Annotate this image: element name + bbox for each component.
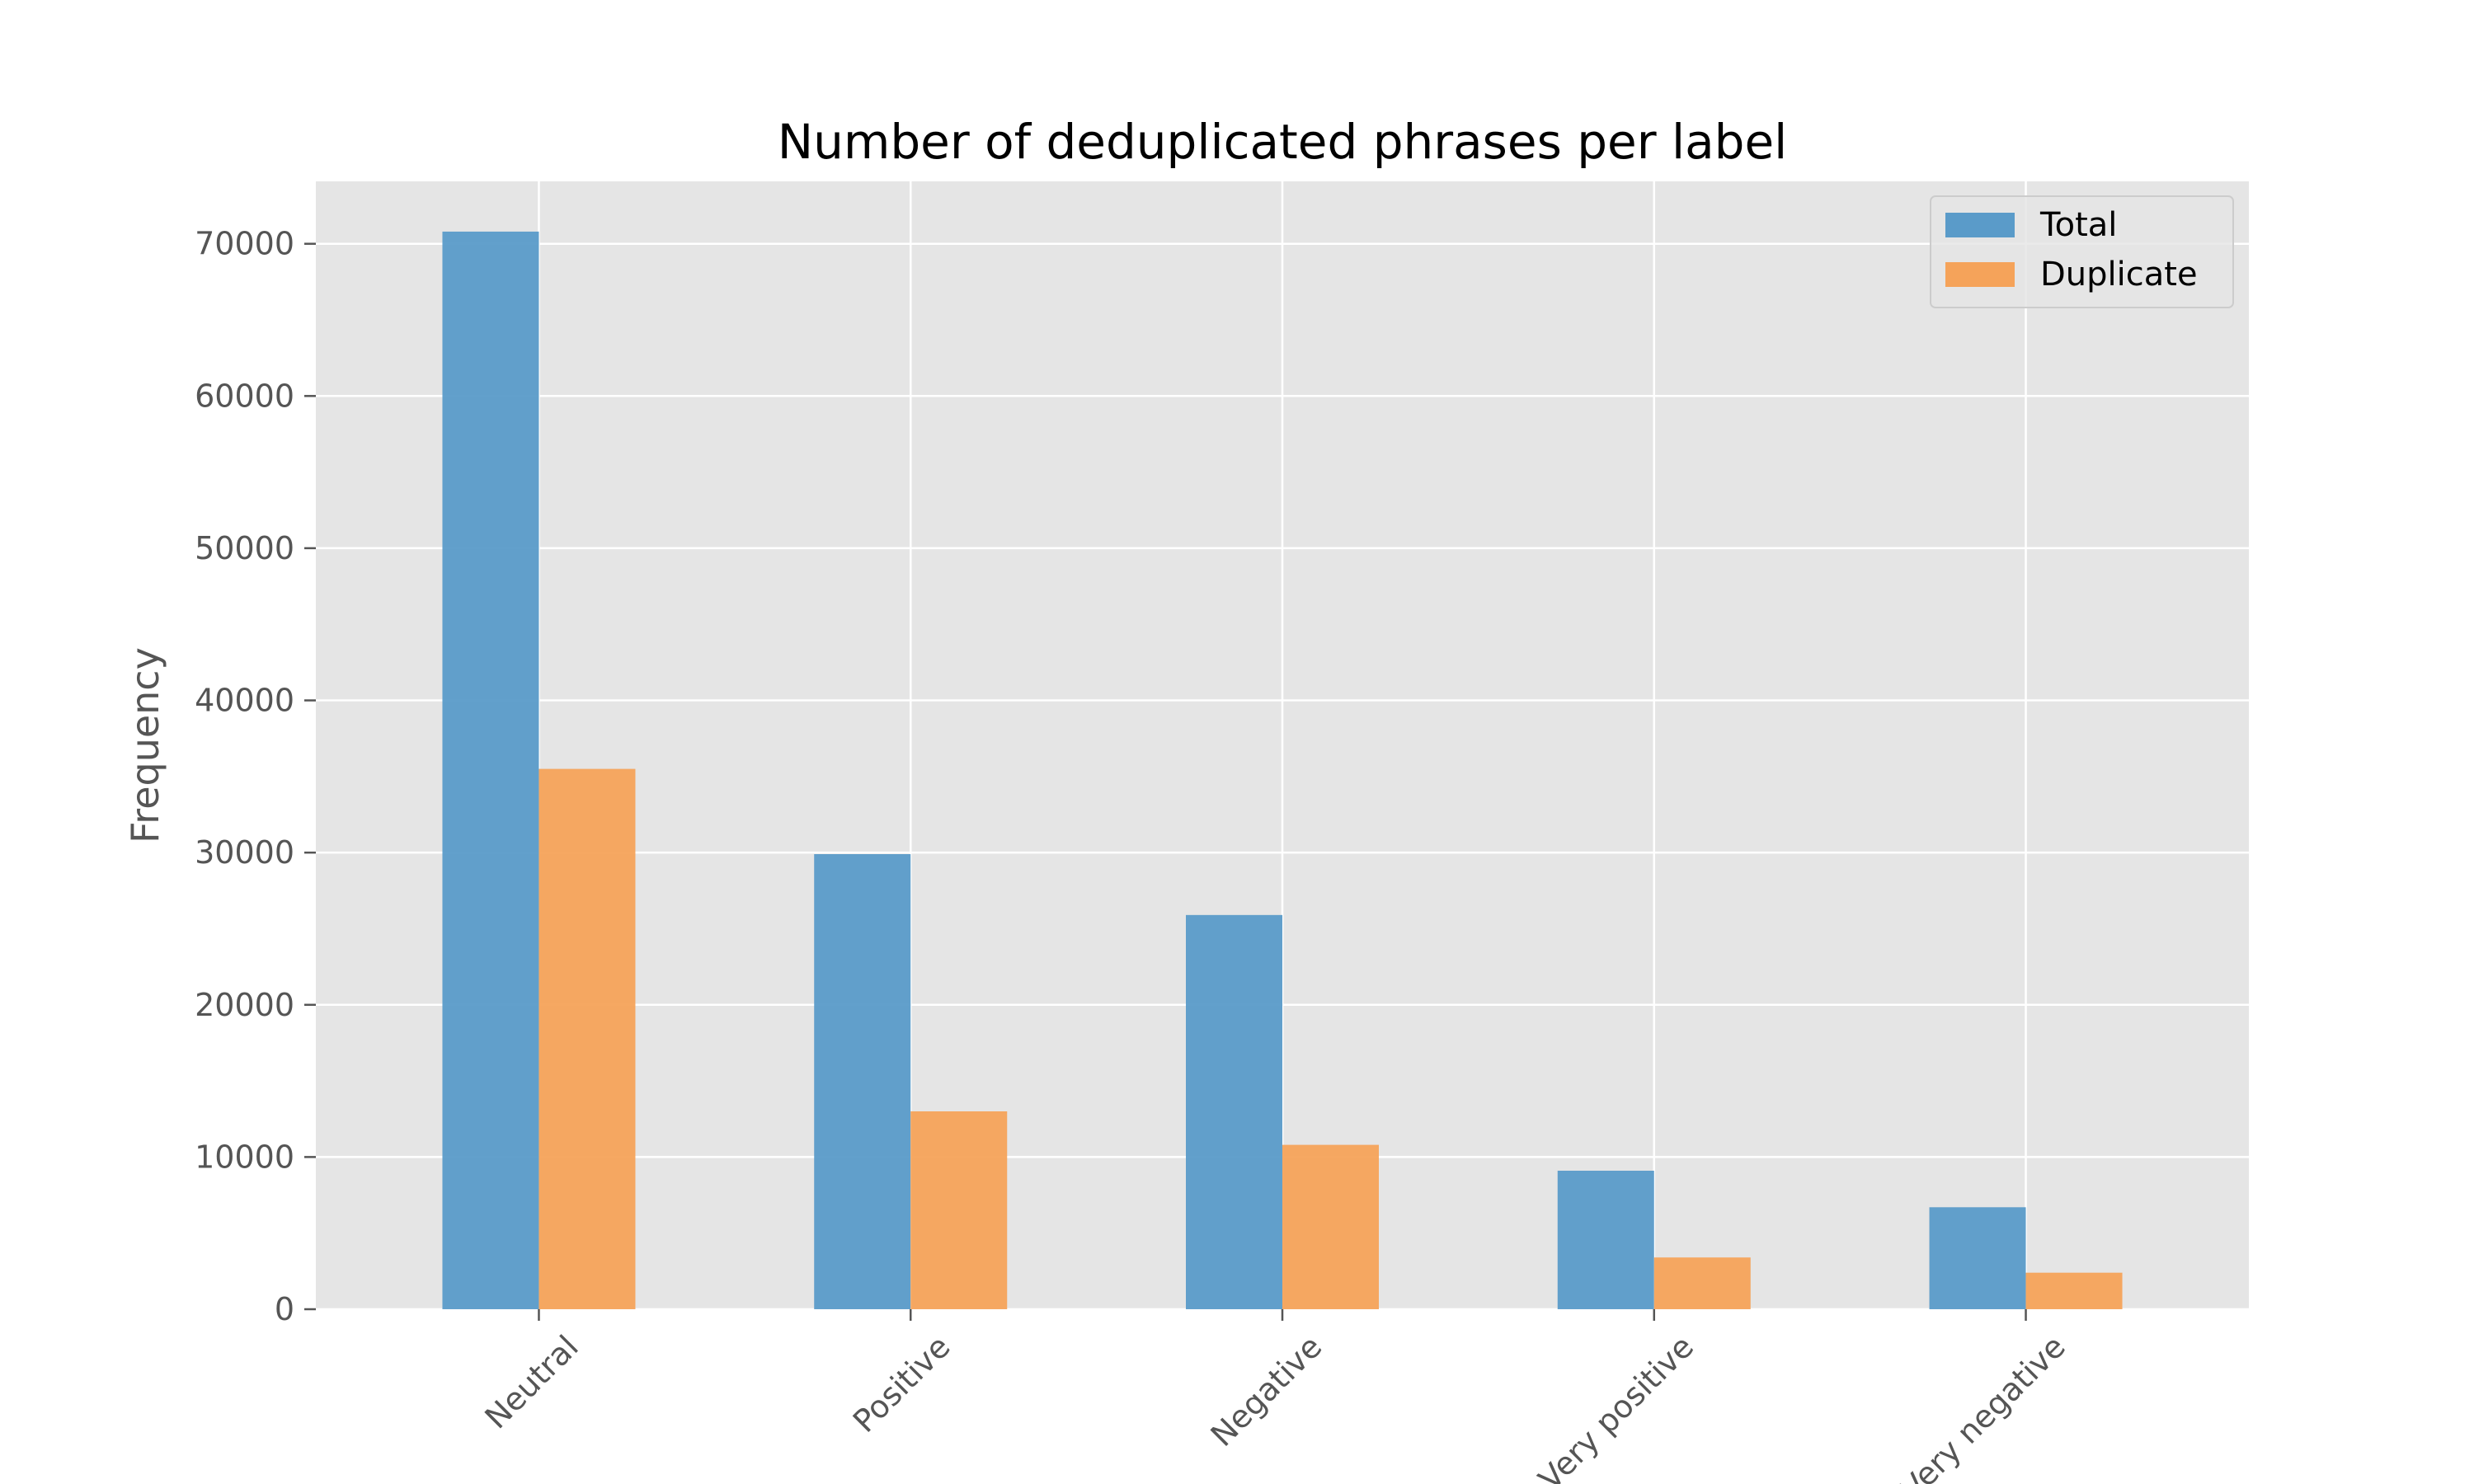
bar-duplicate-neutral: [539, 768, 636, 1309]
x-tick-label-2: Negative: [1204, 1328, 1329, 1453]
bar-total-negative: [1186, 914, 1282, 1309]
y-tick-label-5: 50000: [195, 530, 294, 566]
legend-swatch-duplicate: [1945, 262, 2015, 287]
bar-duplicate-negative: [1282, 1144, 1379, 1309]
bar-duplicate-very-positive: [1653, 1257, 1751, 1309]
bar-total-very-positive: [1557, 1171, 1654, 1309]
y-tick-label-0: 0: [275, 1291, 294, 1327]
legend-label-total: Total: [2039, 206, 2117, 244]
y-axis-ticks: 0 10000 20000 30000 40000 50000 60000 70000: [195, 226, 316, 1327]
y-tick-label-7: 70000: [195, 226, 294, 262]
x-axis-ticks: Neutral Positive Negative Very positive Very…: [478, 1309, 2072, 1484]
bar-total-very-negative: [1929, 1207, 2026, 1309]
x-tick-label-3: Very positive: [1531, 1328, 1700, 1484]
bar-total-positive: [814, 854, 911, 1309]
chart-title: Number of deduplicated phrases per label: [778, 114, 1788, 170]
legend: Total Duplicate: [1930, 195, 2234, 308]
bar-total-neutral: [442, 231, 539, 1309]
bars: [442, 231, 2123, 1309]
y-tick-label-2: 20000: [195, 987, 294, 1023]
y-tick-label-6: 60000: [195, 378, 294, 414]
y-tick-label-1: 10000: [195, 1139, 294, 1175]
y-axis-label: Frequency: [123, 647, 167, 843]
x-tick-label-4: Very negative: [1893, 1328, 2072, 1484]
x-tick-label-0: Neutral: [478, 1328, 586, 1435]
legend-swatch-total: [1945, 213, 2015, 237]
legend-label-duplicate: Duplicate: [2040, 256, 2198, 294]
bar-duplicate-positive: [910, 1111, 1008, 1309]
y-tick-label-4: 40000: [195, 683, 294, 719]
bar-duplicate-very-negative: [2025, 1272, 2123, 1309]
y-tick-label-3: 30000: [195, 834, 294, 871]
x-tick-label-1: Positive: [846, 1328, 957, 1439]
